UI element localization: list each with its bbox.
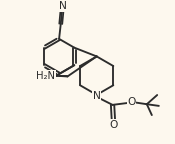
Text: N: N xyxy=(93,91,101,101)
Text: H₂N: H₂N xyxy=(36,71,55,81)
Text: O: O xyxy=(109,120,118,130)
Text: N: N xyxy=(59,1,67,11)
Text: O: O xyxy=(127,96,136,107)
